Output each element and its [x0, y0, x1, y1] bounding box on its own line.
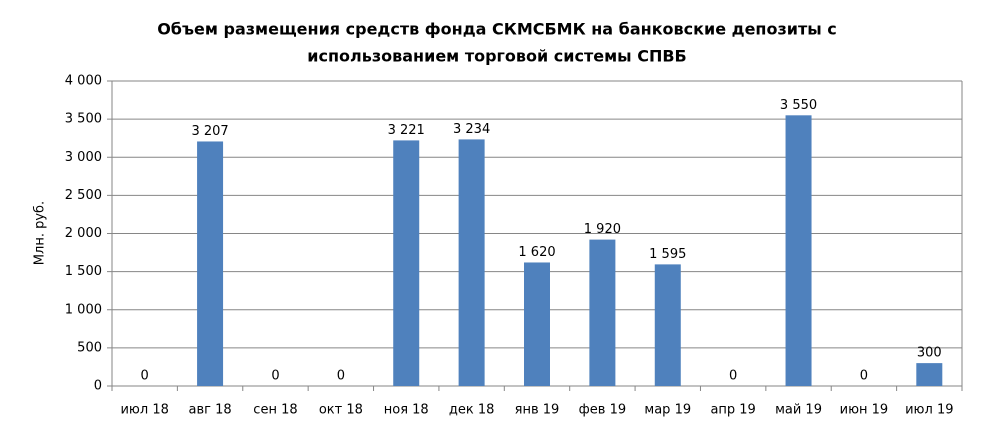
bar: [458, 139, 485, 386]
bar: [916, 363, 943, 386]
y-tick-label: 1 500: [65, 264, 102, 279]
x-tick-label: ноя 18: [384, 403, 429, 418]
data-label: 0: [729, 369, 737, 384]
data-label: 0: [860, 369, 868, 384]
x-tick-label: июл 18: [120, 403, 168, 418]
x-tick-label: янв 19: [515, 403, 560, 418]
data-label: 3 207: [191, 124, 228, 139]
y-tick-label: 3 500: [65, 112, 102, 127]
x-tick-label: май 19: [775, 403, 822, 418]
y-tick-label: 0: [94, 379, 102, 394]
x-tick-label: июн 19: [840, 403, 889, 418]
data-label: 3 221: [388, 123, 425, 138]
bar: [654, 264, 681, 386]
data-label: 300: [917, 346, 942, 361]
x-tick-label: дек 18: [449, 403, 495, 418]
data-label: 0: [271, 369, 279, 384]
y-tick-label: 2 500: [65, 188, 102, 203]
data-label: 1 920: [584, 222, 621, 237]
y-tick-label: 3 000: [65, 150, 102, 165]
bar: [197, 141, 224, 386]
data-label: 0: [141, 369, 149, 384]
chart-title: использованием торговой системы СПВБ: [307, 47, 686, 66]
bar: [785, 115, 812, 386]
y-tick-label: 500: [77, 340, 102, 355]
y-tick-label: 1 000: [65, 302, 102, 317]
data-label: 1 595: [649, 247, 686, 262]
x-tick-label: июл 19: [905, 403, 953, 418]
chart-title: Объем размещения средств фонда СКМСБМК н…: [157, 20, 837, 39]
x-tick-label: сен 18: [253, 403, 297, 418]
data-label: 3 234: [453, 122, 490, 137]
bar: [393, 140, 420, 386]
x-tick-label: фев 19: [579, 403, 626, 418]
data-label: 0: [337, 369, 345, 384]
data-label: 3 550: [780, 98, 817, 113]
y-axis-label: Млн. руб.: [33, 201, 48, 265]
bar: [589, 239, 616, 386]
x-tick-label: окт 18: [319, 403, 363, 418]
y-tick-label: 2 000: [65, 226, 102, 241]
x-tick-label: апр 19: [710, 403, 755, 418]
bar: [524, 262, 550, 386]
x-tick-label: мар 19: [644, 403, 691, 418]
data-label: 1 620: [518, 245, 555, 260]
x-tick-label: авг 18: [189, 403, 232, 418]
y-tick-label: 4 000: [65, 74, 102, 89]
